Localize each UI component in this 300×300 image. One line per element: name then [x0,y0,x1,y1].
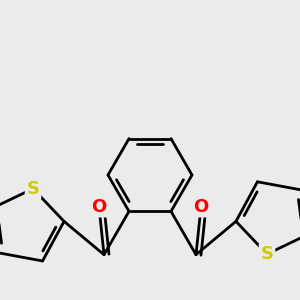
Text: S: S [260,245,274,263]
Text: O: O [92,198,106,216]
Text: O: O [194,198,208,216]
Text: S: S [26,180,40,198]
